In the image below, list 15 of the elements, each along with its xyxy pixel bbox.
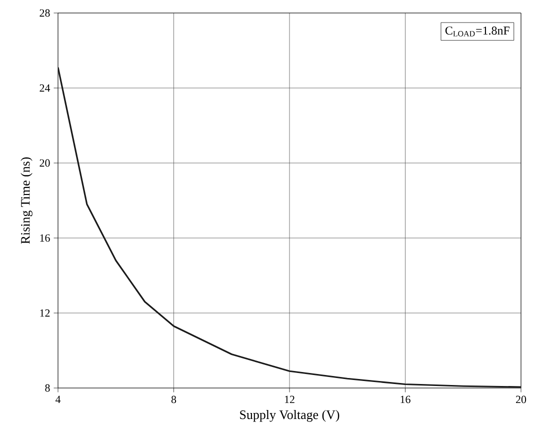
annotation: C$_{LOAD}$=1.8nF (445, 26, 510, 36)
y-tick-label: 24 (40, 84, 50, 92)
x-axis-title: Supply Voltage (V) (240, 410, 340, 422)
x-tick-label: 20 (516, 396, 526, 404)
x-tick-label: 8 (171, 396, 176, 404)
y-tick-label: 20 (40, 159, 50, 167)
line-series (58, 66, 522, 388)
y-tick-label: 28 (40, 9, 50, 17)
y-tick-label: 16 (40, 234, 50, 242)
x-tick-label: 16 (400, 396, 410, 404)
y-tick-label: 12 (40, 309, 50, 317)
x-tick-label: 12 (284, 396, 294, 404)
y-axis-title: Rising Time (ns) (20, 157, 32, 244)
y-tick-label: 8 (45, 384, 50, 392)
x-tick-label: 4 (55, 396, 61, 403)
